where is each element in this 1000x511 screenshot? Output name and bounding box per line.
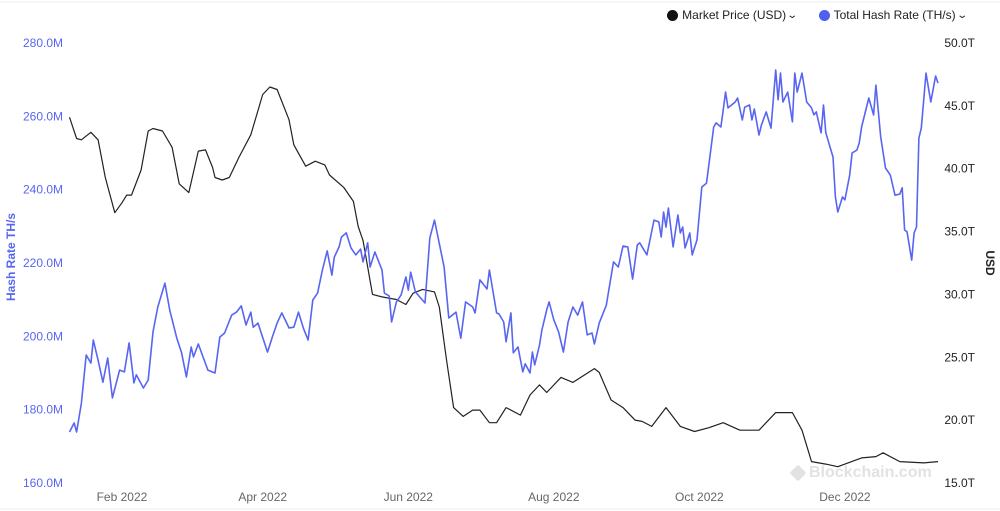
series-dot-icon <box>667 9 679 21</box>
y-right-tick-label: 35.0T <box>944 225 975 239</box>
y-left-tick-label: 200.0M <box>23 329 63 343</box>
blockchain-logo-icon <box>789 464 807 482</box>
y-left-tick-label: 160.0M <box>23 476 63 490</box>
market-price-line <box>68 86 939 468</box>
watermark-text: Blockchain.com <box>809 464 932 481</box>
hash-rate-line <box>68 69 939 433</box>
y-left-tick-label: 220.0M <box>23 256 63 270</box>
x-tick-label: Apr 2022 <box>238 490 287 504</box>
y-left-tick-label: 280.0M <box>23 36 63 50</box>
y-right-tick-label: 20.0T <box>944 413 975 427</box>
legend: Market Price (USD) ⌄ Total Hash Rate (TH… <box>667 8 968 22</box>
legend-label: Market Price (USD) <box>682 8 787 22</box>
x-tick-label: Feb 2022 <box>97 490 148 504</box>
y-left-tick-label: 240.0M <box>23 183 63 197</box>
y-axis-right: 50.0T 45.0T 40.0T 35.0T 30.0T 25.0T 20.0T 15.0T <box>944 36 975 490</box>
series-lines <box>68 69 939 468</box>
y-right-tick-label: 45.0T <box>944 99 975 113</box>
blockchain-watermark: Blockchain.com <box>789 464 932 482</box>
x-tick-label: Oct 2022 <box>675 490 724 504</box>
x-tick-label: Aug 2022 <box>528 490 580 504</box>
legend-item-hash-rate[interactable]: Total Hash Rate (TH/s) ⌄ <box>818 8 968 22</box>
y-right-tick-label: 25.0T <box>944 350 975 364</box>
y-axis-left-label: Hash Rate TH/s <box>4 212 18 302</box>
x-axis: Feb 2022 Apr 2022 Jun 2022 Aug 2022 Oct 2022… <box>97 490 871 504</box>
chevron-down-icon[interactable]: ⌄ <box>786 9 799 21</box>
series-dot-icon <box>818 9 830 21</box>
y-right-tick-label: 30.0T <box>944 287 975 301</box>
chevron-down-icon[interactable]: ⌄ <box>955 9 968 21</box>
y-left-tick-label: 260.0M <box>23 109 63 123</box>
x-tick-label: Jun 2022 <box>384 490 434 504</box>
y-right-tick-label: 40.0T <box>944 162 975 176</box>
x-tick-label: Dec 2022 <box>819 490 871 504</box>
y-axis-right-label: USD <box>983 250 997 276</box>
y-left-tick-label: 180.0M <box>23 403 63 417</box>
y-right-tick-label: 50.0T <box>944 36 975 50</box>
legend-item-market-price[interactable]: Market Price (USD) ⌄ <box>667 8 799 22</box>
legend-label: Total Hash Rate (TH/s) <box>833 8 956 22</box>
y-right-tick-label: 15.0T <box>944 476 975 490</box>
y-axis-left: 280.0M 260.0M 240.0M 220.0M 200.0M 180.0M 160.… <box>23 36 63 490</box>
